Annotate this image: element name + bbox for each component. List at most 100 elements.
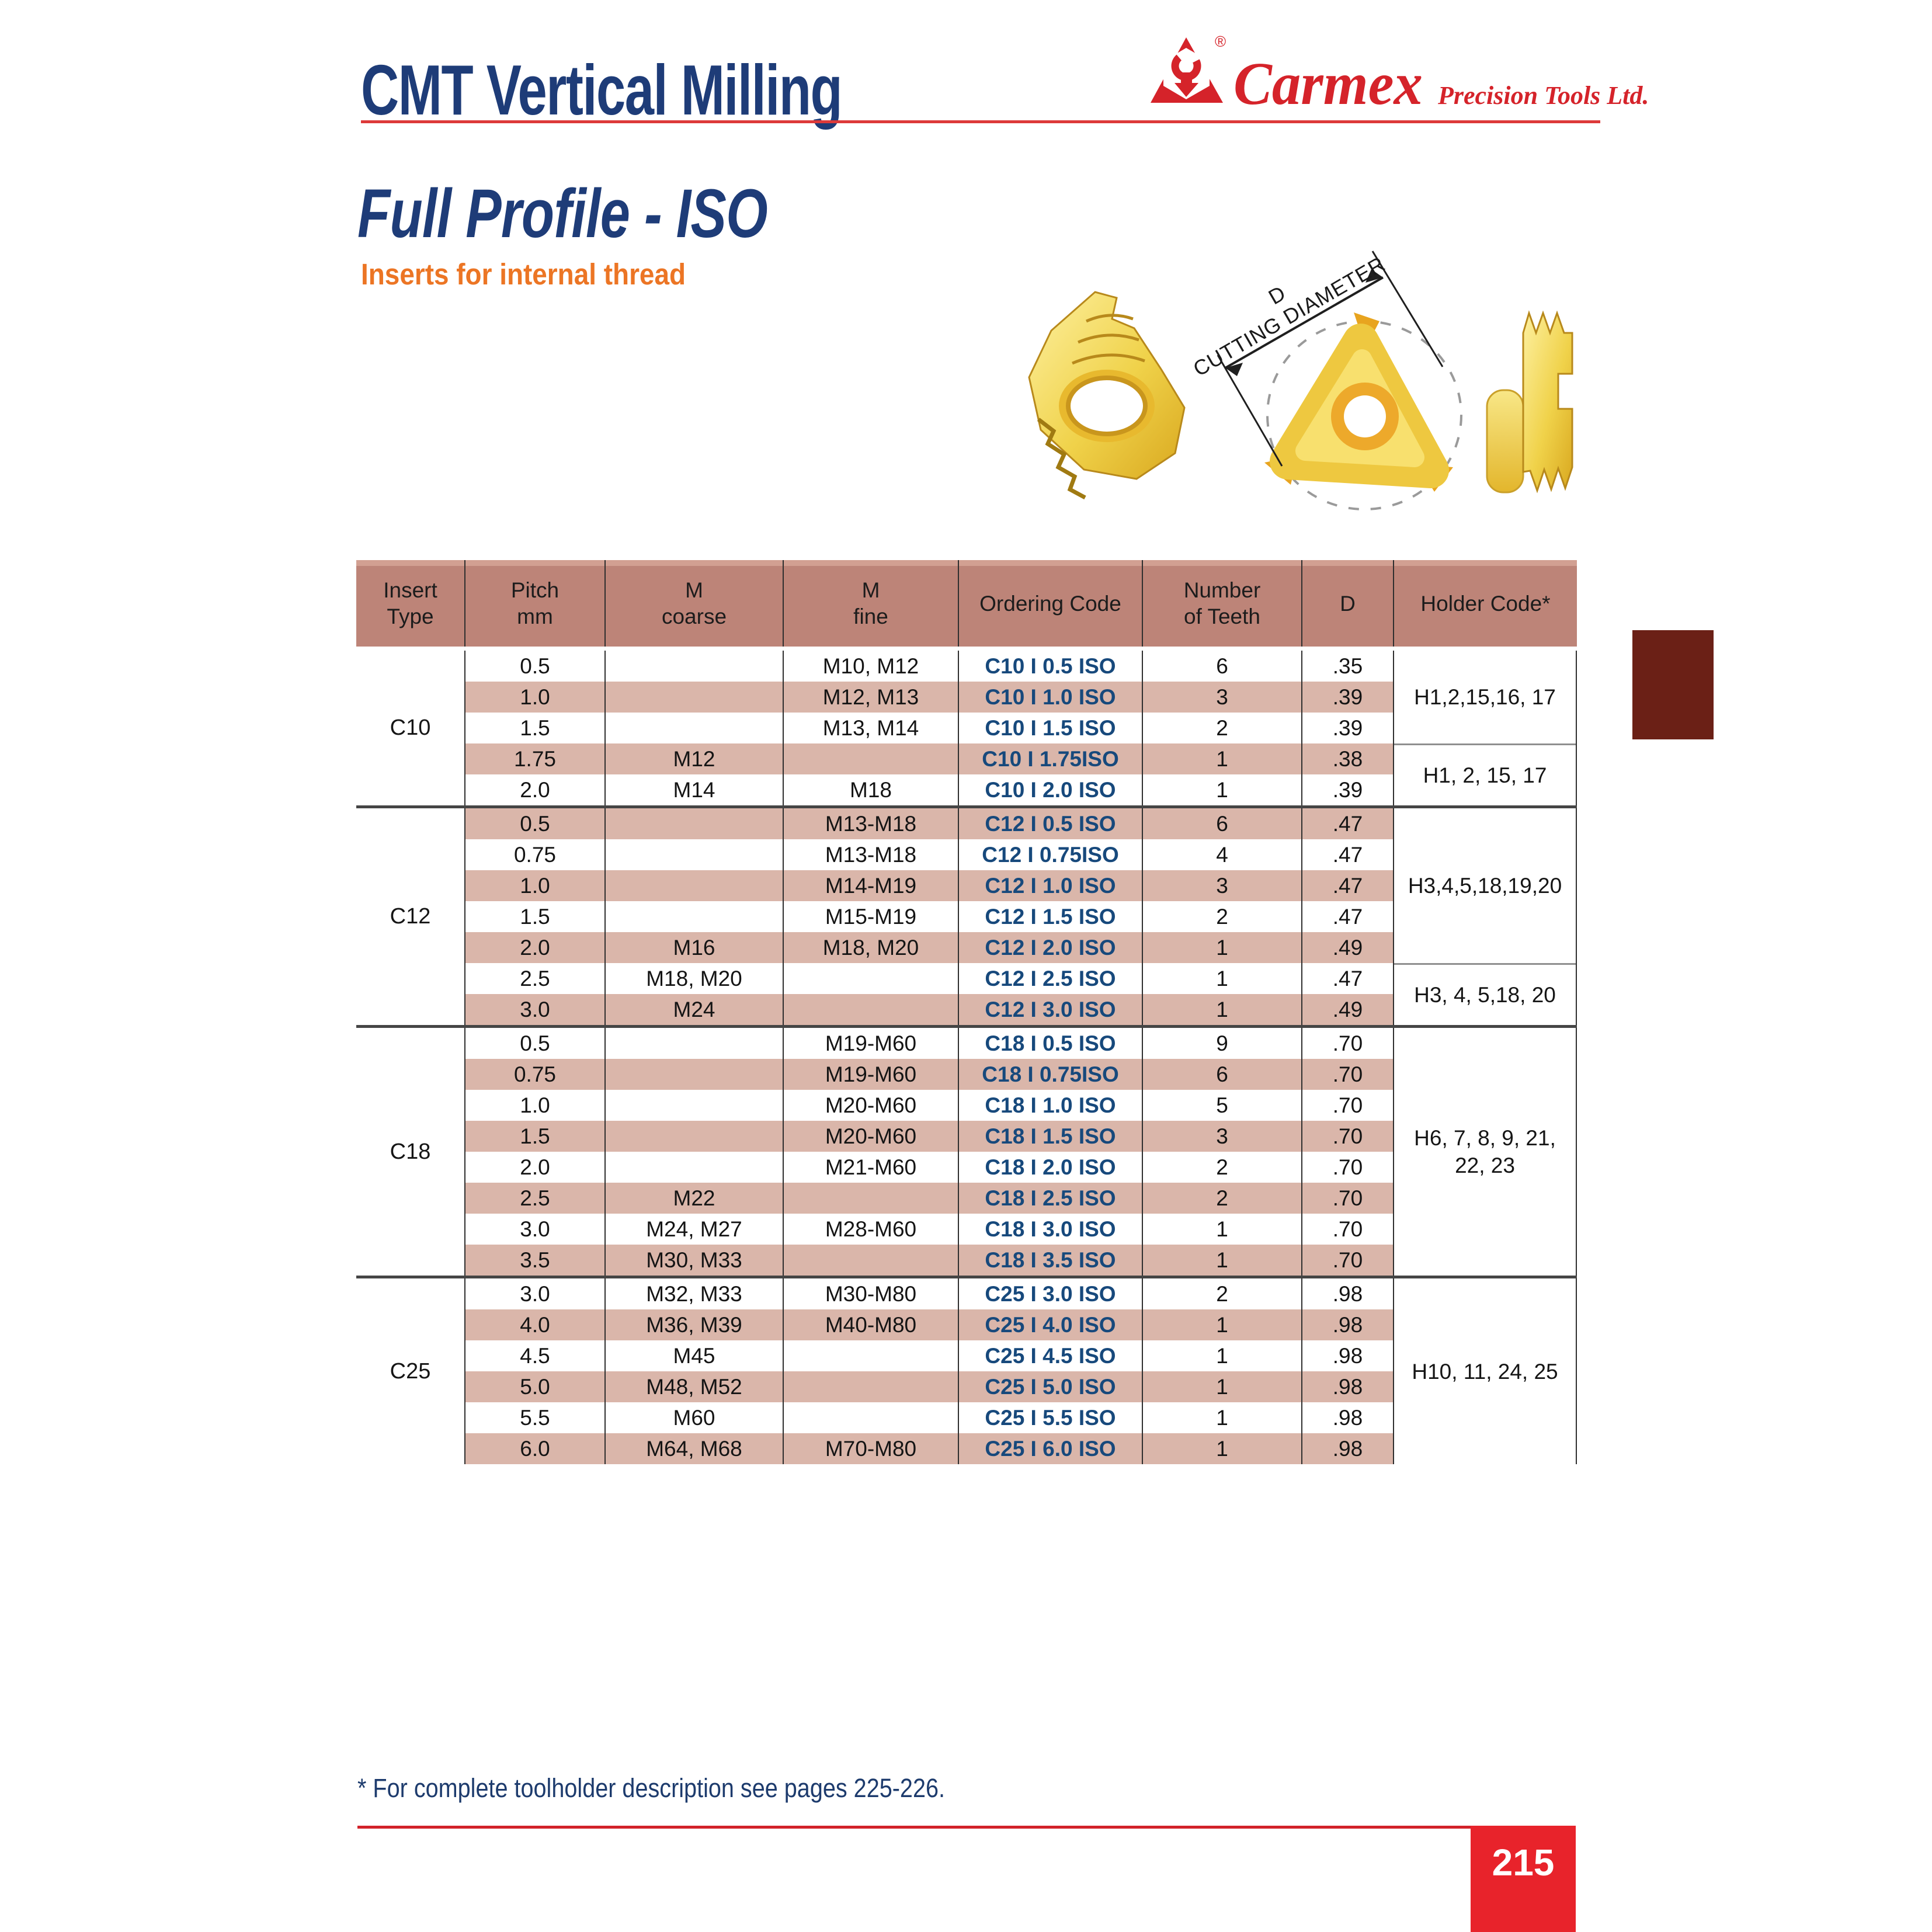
table-row: 2.5 M22 C18 I 2.5 ISO 2.70 (464, 1183, 1393, 1214)
cell-ordering-code: C10 I 1.0 ISO (958, 682, 1142, 713)
holder-code-line: H1,2,15,16, 17 (1414, 685, 1556, 709)
section-title: Full Profile - ISO (357, 175, 768, 252)
column-header: Ordering Code (958, 560, 1142, 647)
cell-pitch: 0.5 (464, 651, 604, 682)
insert-type-cell: C12 (390, 904, 431, 929)
cell-d: .98 (1301, 1340, 1393, 1371)
table-row: 2.0 M21-M60 C18 I 2.0 ISO 2.70 (464, 1152, 1393, 1183)
column-header-line: fine (853, 604, 888, 628)
column-header: Holder Code* (1393, 560, 1577, 647)
cell-ordering-code: C18 I 3.0 ISO (958, 1214, 1142, 1245)
column-header-line: Number (1183, 578, 1261, 602)
table-row: 3.0 M32, M33 M30-M80 C25 I 3.0 ISO 2.98 (464, 1278, 1393, 1309)
table-row: 3.0 M24 C12 I 3.0 ISO 1.49 (464, 994, 1393, 1025)
table-section-c12: C12 0.5 M13-M18 C12 I 0.5 ISO 6.47 0.75 M13-M1… (356, 808, 1577, 1025)
table-row: 5.5 M60 C25 I 5.5 ISO 1.98 (464, 1402, 1393, 1433)
cell-number-of-teeth: 2 (1142, 1183, 1301, 1214)
holder-code-line: H6, 7, 8, 9, 21, (1414, 1126, 1556, 1150)
cell-m-fine: M13, M14 (783, 713, 958, 743)
cell-m-fine (783, 1340, 958, 1371)
cell-m-coarse: M45 (604, 1340, 783, 1371)
cell-d: .49 (1301, 994, 1393, 1025)
table-row: 1.75 M12 C10 I 1.75ISO 1.38 (464, 743, 1393, 774)
table-section-c18: C18 0.5 M19-M60 C18 I 0.5 ISO 9.70 0.75 M19-M6… (356, 1028, 1577, 1276)
brand-tagline: Precision Tools Ltd. (1438, 81, 1649, 110)
cell-number-of-teeth: 1 (1142, 1245, 1301, 1276)
cell-pitch: 2.0 (464, 932, 604, 963)
cell-ordering-code: C12 I 2.0 ISO (958, 932, 1142, 963)
cell-m-coarse: M60 (604, 1402, 783, 1433)
cell-pitch: 0.75 (464, 1059, 604, 1090)
table-row: 0.75 M19-M60 C18 I 0.75ISO 6.70 (464, 1059, 1393, 1090)
cell-m-fine: M70-M80 (783, 1433, 958, 1464)
table-row: 3.0 M24, M27 M28-M60 C18 I 3.0 ISO 1.70 (464, 1214, 1393, 1245)
cell-m-coarse: M24, M27 (604, 1214, 783, 1245)
cell-pitch: 1.0 (464, 682, 604, 713)
holder-code-column: H1,2,15,16, 17 H1, 2, 15, 17 (1393, 651, 1577, 805)
cell-number-of-teeth: 1 (1142, 1433, 1301, 1464)
holder-code-line: 22, 23 (1455, 1153, 1515, 1177)
cell-m-coarse (604, 901, 783, 932)
column-header-line: mm (517, 604, 553, 628)
cell-pitch: 2.0 (464, 774, 604, 805)
cell-number-of-teeth: 9 (1142, 1028, 1301, 1059)
column-header: Pitch mm (464, 560, 604, 647)
cell-m-coarse: M36, M39 (604, 1309, 783, 1340)
cell-d: .98 (1301, 1371, 1393, 1402)
cell-ordering-code: C18 I 2.0 ISO (958, 1152, 1142, 1183)
section-divider (356, 1025, 1577, 1028)
table-row: 3.5 M30, M33 C18 I 3.5 ISO 1.70 (464, 1245, 1393, 1276)
holder-code-cell: H10, 11, 24, 25 (1394, 1278, 1576, 1464)
cell-pitch: 2.5 (464, 963, 604, 994)
cell-ordering-code: C25 I 3.0 ISO (958, 1278, 1142, 1309)
table-rows: 3.0 M32, M33 M30-M80 C25 I 3.0 ISO 2.98 4.0 M3… (464, 1278, 1393, 1464)
cell-m-coarse (604, 870, 783, 901)
footer-rule (357, 1826, 1471, 1829)
holder-code-cell: H6, 7, 8, 9, 21, 22, 23 (1394, 1028, 1576, 1276)
table-row: 0.5 M13-M18 C12 I 0.5 ISO 6.47 (464, 808, 1393, 839)
section-divider (356, 805, 1577, 808)
insert-face-photo (1264, 312, 1453, 492)
cell-m-coarse: M64, M68 (604, 1433, 783, 1464)
cell-m-coarse: M22 (604, 1183, 783, 1214)
cell-m-coarse: M12 (604, 743, 783, 774)
holder-code-cell: H3, 4, 5,18, 20 (1394, 963, 1576, 1025)
cell-ordering-code: C18 I 0.75ISO (958, 1059, 1142, 1090)
cell-pitch: 1.0 (464, 1090, 604, 1121)
cell-number-of-teeth: 3 (1142, 1121, 1301, 1152)
cell-pitch: 0.5 (464, 1028, 604, 1059)
cell-pitch: 1.5 (464, 1121, 604, 1152)
cell-ordering-code: C12 I 1.5 ISO (958, 901, 1142, 932)
table-row: 1.0 M14-M19 C12 I 1.0 ISO 3.47 (464, 870, 1393, 901)
cell-d: .47 (1301, 839, 1393, 870)
column-header-line: Holder Code* (1420, 591, 1551, 616)
cell-d: .47 (1301, 808, 1393, 839)
cell-d: .38 (1301, 743, 1393, 774)
cell-m-fine (783, 963, 958, 994)
cell-m-fine: M12, M13 (783, 682, 958, 713)
cell-pitch: 2.0 (464, 1152, 604, 1183)
cell-m-coarse: M14 (604, 774, 783, 805)
cell-pitch: 4.5 (464, 1340, 604, 1371)
cell-pitch: 3.5 (464, 1245, 604, 1276)
column-header-line: Insert (383, 578, 437, 602)
cell-number-of-teeth: 3 (1142, 870, 1301, 901)
section-subtitle: Inserts for internal thread (361, 258, 686, 291)
cell-pitch: 0.75 (464, 839, 604, 870)
cell-number-of-teeth: 1 (1142, 932, 1301, 963)
table-row: 1.5 M20-M60 C18 I 1.5 ISO 3.70 (464, 1121, 1393, 1152)
cell-m-coarse (604, 682, 783, 713)
cell-pitch: 1.0 (464, 870, 604, 901)
table-row: 1.5 M15-M19 C12 I 1.5 ISO 2.47 (464, 901, 1393, 932)
column-header-line: M (685, 578, 703, 602)
cell-pitch: 0.5 (464, 808, 604, 839)
cell-m-fine: M18, M20 (783, 932, 958, 963)
cell-number-of-teeth: 6 (1142, 1059, 1301, 1090)
column-header-line: of Teeth (1184, 604, 1260, 628)
cell-m-fine: M13-M18 (783, 839, 958, 870)
cell-number-of-teeth: 2 (1142, 713, 1301, 743)
